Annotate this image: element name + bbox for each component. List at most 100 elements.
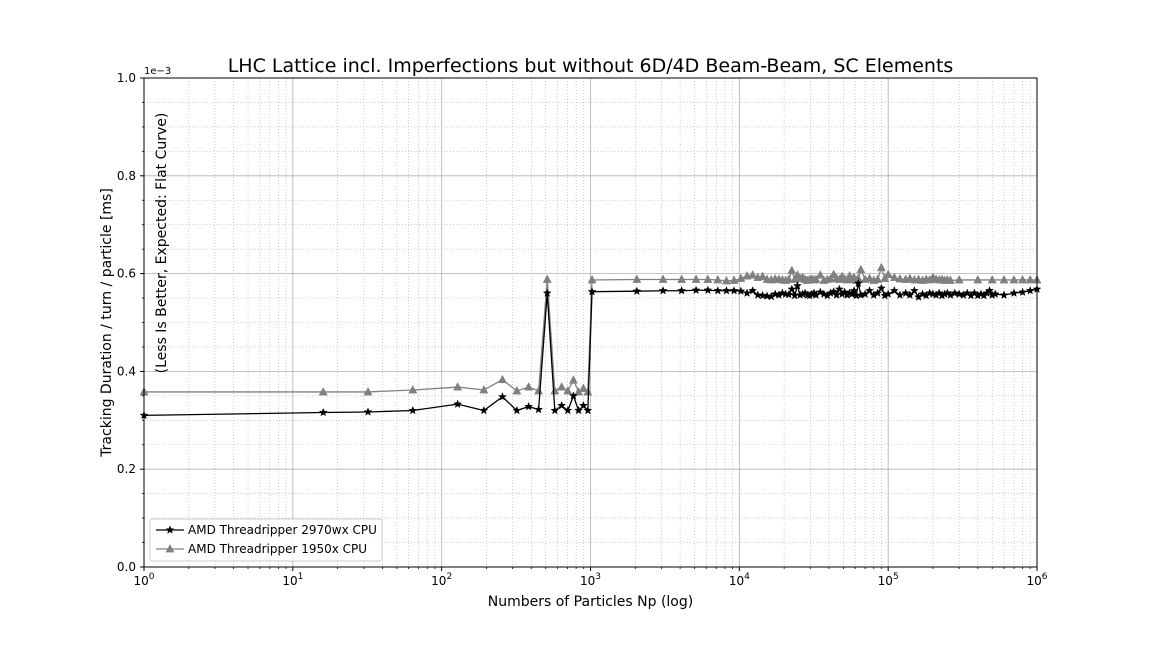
data-point <box>479 405 489 415</box>
data-point <box>1009 288 1019 297</box>
data-point <box>901 288 911 297</box>
legend-box <box>149 518 383 562</box>
legend-entries: AMD Threadripper 2970wx CPU AMD Threadrip… <box>156 523 377 556</box>
data-point <box>758 290 768 300</box>
data-point <box>721 286 731 295</box>
data-point <box>318 407 328 417</box>
legend-label: AMD Threadripper 1950x CPU <box>188 542 367 556</box>
data-point <box>987 274 997 284</box>
x-tick-label: 104 <box>729 572 750 588</box>
data-point <box>748 286 758 295</box>
data-point <box>895 290 905 299</box>
y-axis-label: Tracking Duration / turn / particle [ms] <box>99 188 115 458</box>
data-point <box>729 275 739 284</box>
data-point <box>999 274 1009 284</box>
data-point <box>950 288 960 297</box>
data-point <box>792 281 802 290</box>
data-point <box>748 270 758 279</box>
data-point <box>990 289 1000 298</box>
x-tick-label: 103 <box>580 572 601 588</box>
data-point <box>962 288 972 297</box>
data-point <box>408 384 418 394</box>
y-tick-label: 0.4 <box>117 364 136 378</box>
data-point <box>542 288 552 297</box>
data-point <box>557 400 567 410</box>
x-axis-label: Numbers of Particles Np (log) <box>488 594 693 610</box>
x-tick-label: 105 <box>878 572 899 588</box>
data-point <box>1018 274 1028 284</box>
data-point <box>876 262 886 272</box>
legend-label: AMD Threadripper 2970wx CPU <box>188 523 377 537</box>
data-point <box>985 286 995 295</box>
x-tick-label: 100 <box>133 572 154 588</box>
data-point <box>632 274 642 283</box>
data-point <box>534 404 544 414</box>
data-point <box>815 270 825 279</box>
data-point <box>713 286 723 295</box>
legend-marker <box>165 543 175 553</box>
data-point <box>829 286 839 296</box>
data-point <box>815 287 825 296</box>
data-point <box>658 274 668 283</box>
series-threadripper-2970wx <box>139 278 1042 420</box>
data-point <box>583 405 593 415</box>
y-offset-label: 1e−3 <box>144 66 171 77</box>
data-point <box>784 274 794 283</box>
legend: AMD Threadripper 2970wx CPU AMD Threadrip… <box>149 518 383 562</box>
data-point <box>876 283 886 293</box>
data-point <box>811 274 821 283</box>
data-point <box>677 274 687 283</box>
data-point <box>512 405 522 415</box>
data-point <box>787 284 797 294</box>
data-point <box>563 385 573 395</box>
data-point <box>873 288 883 297</box>
data-point <box>889 286 899 295</box>
data-point <box>550 385 560 395</box>
data-point <box>691 274 701 283</box>
data-point <box>587 286 597 296</box>
data-point <box>736 286 746 296</box>
y-tick-label: 1.0 <box>117 71 136 85</box>
data-point <box>512 385 522 395</box>
data-point <box>999 290 1009 299</box>
data-point <box>587 274 597 284</box>
data-point <box>945 275 955 284</box>
data-point <box>524 382 534 391</box>
tick-layer: 0.0 0.2 0.4 0.6 0.8 1.0 100 101 102 103 104 105 106 <box>117 71 1048 588</box>
data-point <box>713 274 723 284</box>
data-point <box>563 405 573 415</box>
data-point <box>849 286 859 295</box>
legend-entry: AMD Threadripper 2970wx CPU <box>156 523 377 537</box>
data-point <box>973 274 983 284</box>
data-point <box>905 290 915 299</box>
data-point <box>557 382 567 391</box>
data-point <box>568 391 578 400</box>
data-point <box>703 274 713 283</box>
data-point <box>834 284 844 294</box>
data-point <box>1025 286 1035 295</box>
data-point <box>1009 274 1019 284</box>
y-tick-label: 0.2 <box>117 462 136 476</box>
y-tick-label: 0.0 <box>117 560 136 574</box>
data-point <box>1018 287 1028 296</box>
data-point <box>497 392 507 401</box>
data-point <box>524 401 534 411</box>
data-point <box>703 285 713 295</box>
data-point <box>873 274 883 283</box>
data-point <box>742 288 752 297</box>
data-point <box>856 264 866 274</box>
data-point <box>363 407 373 416</box>
data-point <box>736 273 746 282</box>
data-point <box>909 286 919 295</box>
series-layer <box>139 262 1042 420</box>
data-point <box>453 382 463 391</box>
data-point <box>853 278 863 288</box>
data-point <box>954 274 964 284</box>
x-tick-label: 101 <box>282 572 303 588</box>
data-point <box>883 289 893 298</box>
data-point <box>762 291 772 300</box>
data-point <box>787 265 797 275</box>
y-tick-label: 0.6 <box>117 267 136 281</box>
data-point <box>479 384 489 394</box>
